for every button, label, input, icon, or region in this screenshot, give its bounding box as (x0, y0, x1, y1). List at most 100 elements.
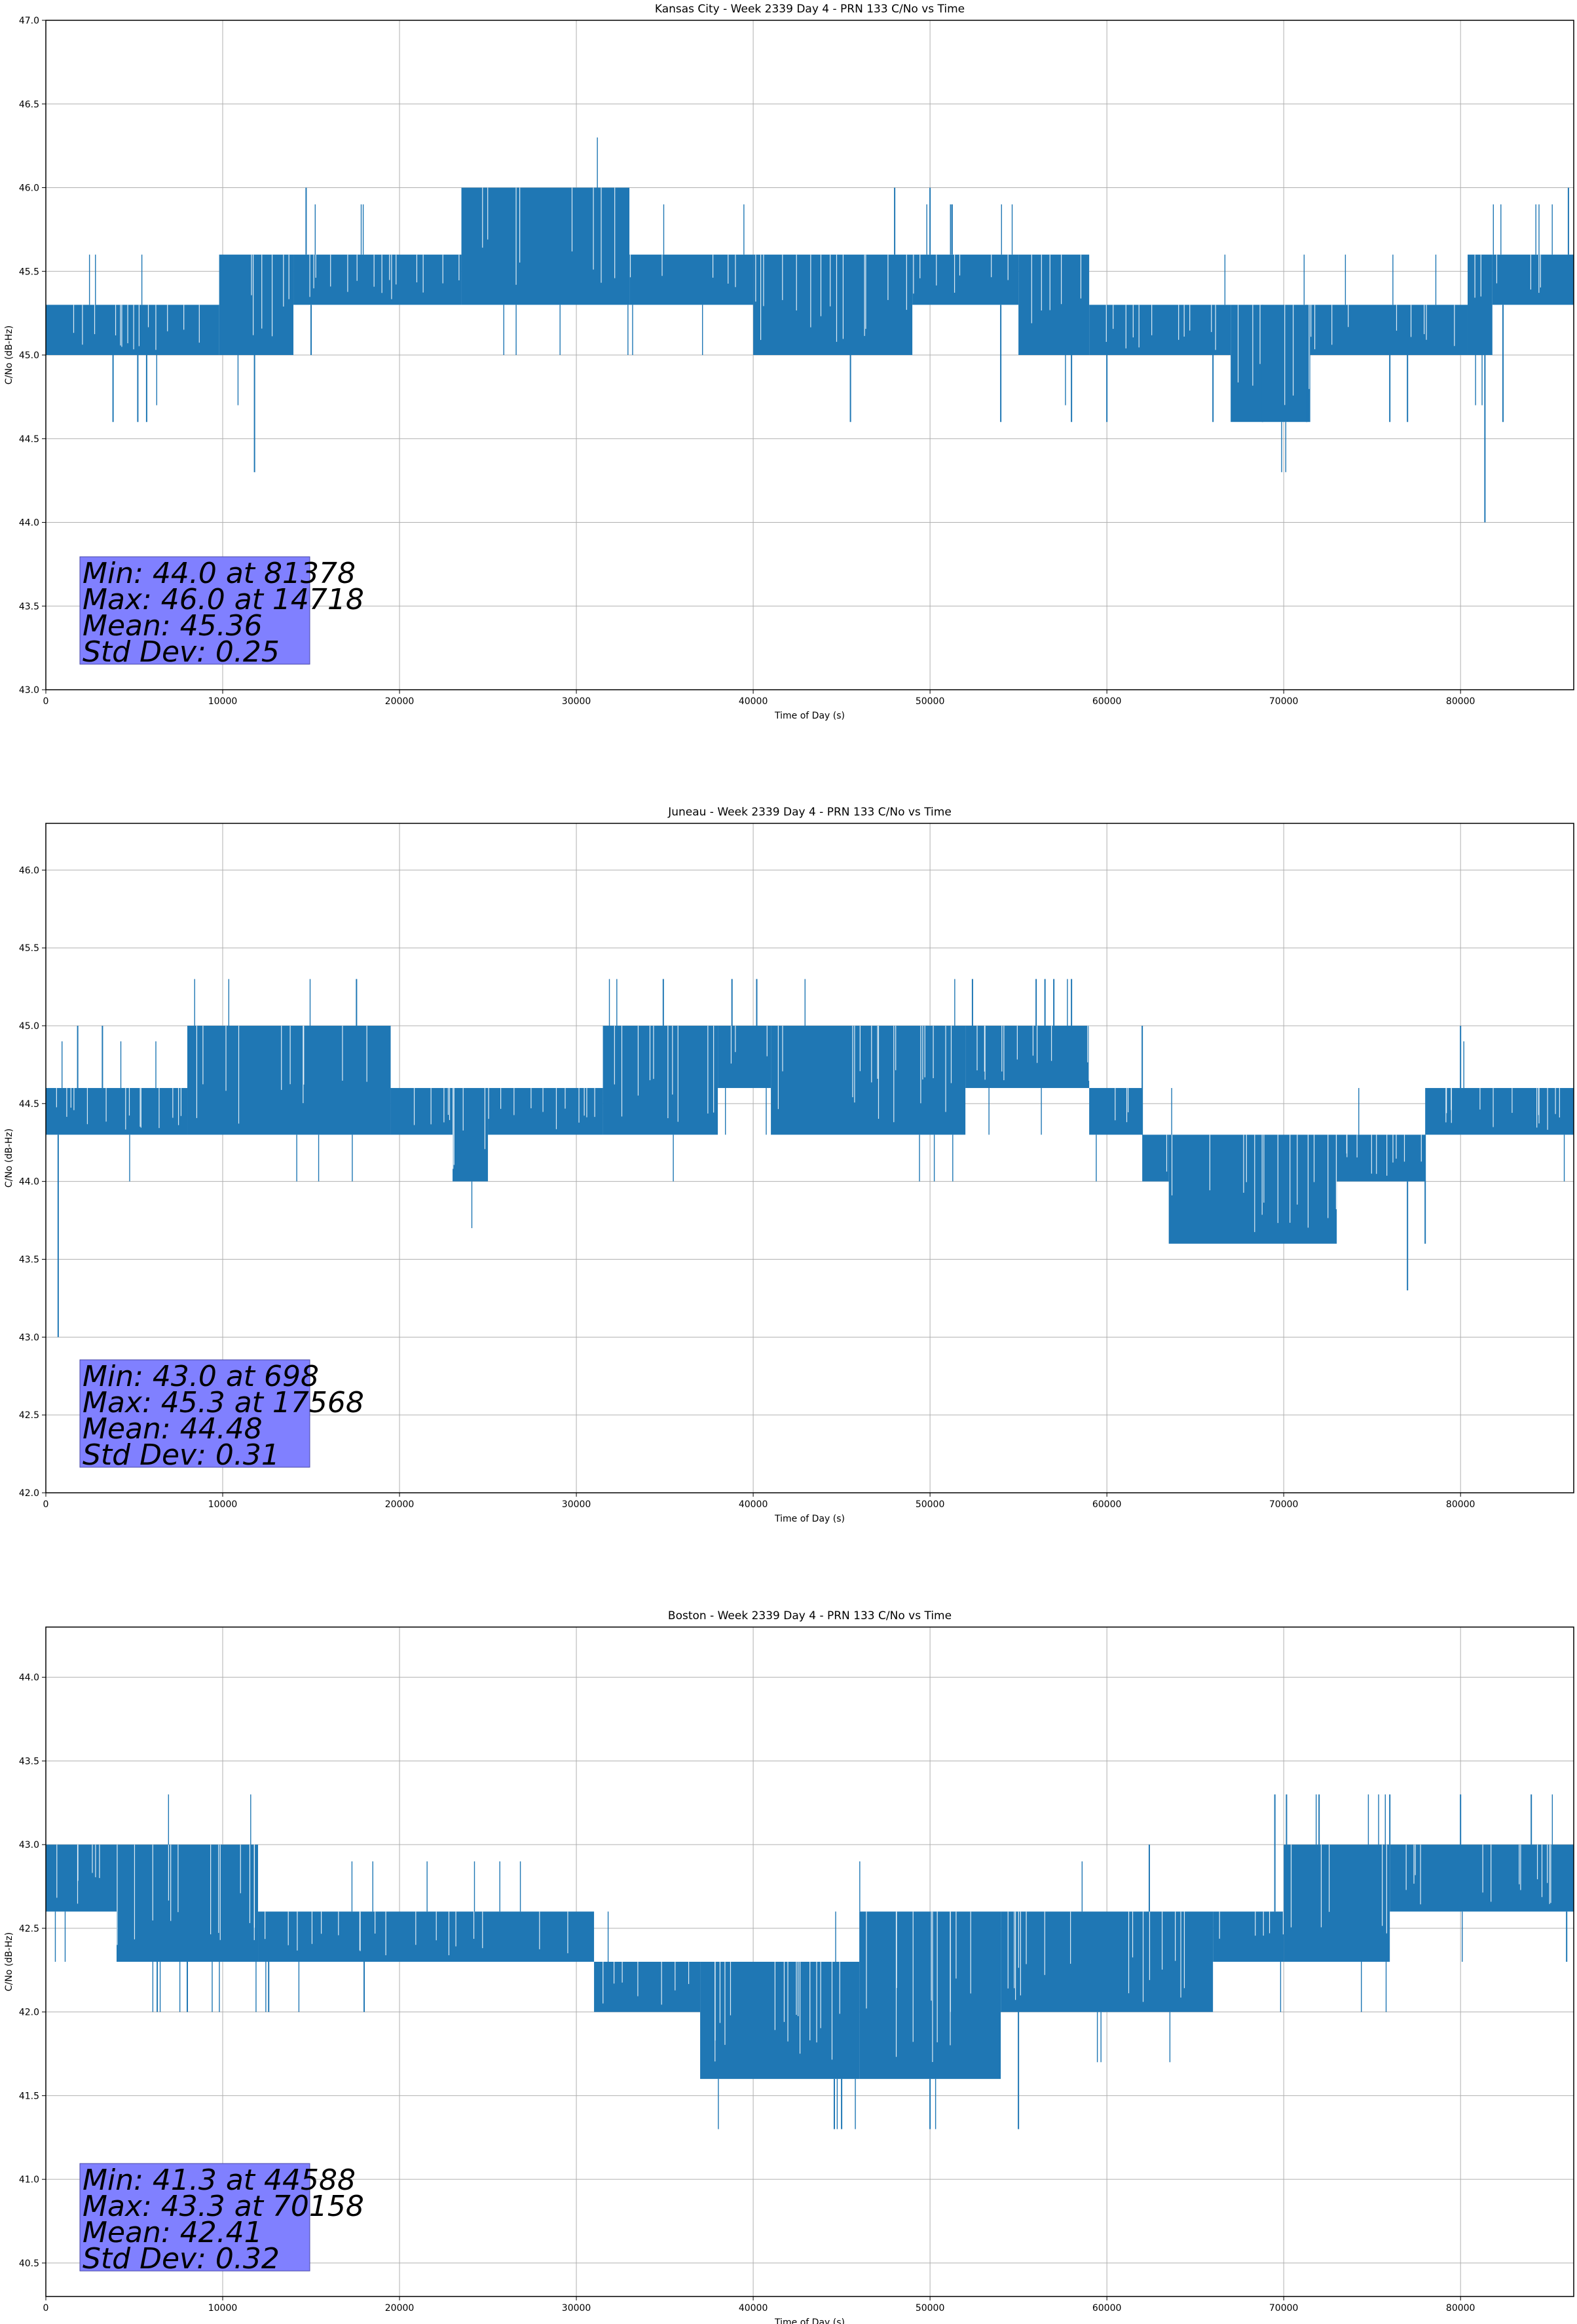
data-gap (225, 1025, 227, 1091)
x-tick-label: 60000 (1092, 2303, 1122, 2314)
data-gap (389, 254, 390, 280)
data-gap (453, 1088, 455, 1165)
data-gap (864, 254, 865, 336)
data-gap (950, 1025, 952, 1083)
data-gap (1284, 305, 1286, 405)
data-gap (871, 1025, 872, 1083)
data-gap (1001, 1025, 1003, 1072)
data-gap (1479, 1088, 1481, 1110)
data-gap (56, 1845, 58, 1898)
data-gap (760, 254, 762, 340)
data-gap (567, 1911, 568, 1953)
data-gap (854, 1025, 855, 1103)
data-band (603, 1025, 718, 1135)
data-gap (1550, 1845, 1551, 1903)
data-band (293, 254, 462, 305)
data-gap (1559, 1088, 1560, 1118)
data-gap (1547, 1088, 1548, 1130)
data-gap (167, 305, 168, 331)
data-band (965, 1025, 1090, 1089)
data-gap (1474, 254, 1475, 298)
data-gap (170, 1845, 172, 1921)
data-gap (1308, 305, 1310, 389)
data-gap (1166, 1134, 1168, 1172)
y-tick-label: 43.5 (19, 601, 39, 612)
data-gap (1346, 1134, 1347, 1153)
data-gap (455, 1911, 456, 1947)
data-band (1213, 1911, 1284, 1962)
data-band (1337, 1134, 1426, 1182)
data-gap (614, 187, 616, 278)
data-gap (1243, 1134, 1244, 1193)
data-gap (121, 305, 122, 347)
data-gap (787, 1962, 788, 2042)
data-gap (895, 1911, 897, 2057)
y-axis-label: C/No (dB-Hz) (4, 326, 14, 384)
stats-std: Std Dev: 0.31 (83, 1438, 280, 1472)
x-tick-label: 40000 (739, 1499, 768, 1510)
data-band (46, 1845, 117, 1912)
data-gap (922, 1025, 923, 1080)
y-tick-label: 43.0 (19, 1840, 39, 1850)
data-gap (82, 305, 83, 345)
data-gap (77, 1845, 79, 1904)
data-gap (614, 1025, 615, 1085)
data-gap (714, 1962, 716, 2062)
data-gap (584, 1088, 585, 1116)
plot-frame (45, 1626, 1574, 2297)
data-gap (954, 254, 955, 293)
x-tick-label: 10000 (208, 2303, 238, 2314)
x-tick-label: 10000 (208, 1499, 238, 1510)
data-gap (482, 187, 483, 248)
stats-mean: Mean: 42.41 (83, 2216, 263, 2249)
data-gap (447, 1088, 449, 1115)
y-tick-label: 44.0 (19, 1673, 39, 1683)
data-gap (86, 1088, 88, 1125)
data-gap (1415, 1845, 1416, 1875)
data-gap (1132, 305, 1134, 338)
data-gap (391, 254, 392, 299)
data-gap (147, 305, 149, 328)
data-gap (622, 1962, 623, 1983)
y-tick-label: 40.5 (19, 2258, 39, 2269)
data-gap (1183, 1911, 1185, 1989)
data-gap (895, 1025, 897, 1070)
data-gap (730, 1962, 732, 2015)
data-gap (1215, 305, 1216, 350)
data-gap (430, 1088, 432, 1125)
stats-box (79, 2163, 310, 2272)
plot-frame (45, 823, 1574, 1493)
data-gap (730, 1025, 732, 1064)
data-gap (1261, 1134, 1263, 1215)
panel-0: Kansas City - Week 2339 Day 4 - PRN 133 … (4, 3, 1574, 721)
data-gap (1070, 1911, 1071, 1964)
data-gap (177, 1845, 179, 1913)
data-gap (128, 1088, 130, 1116)
x-tick-label: 60000 (1092, 696, 1122, 707)
data-gap (578, 1088, 580, 1123)
data-gap (950, 1911, 951, 2012)
data-gap (1538, 254, 1540, 293)
data-gap (1132, 1911, 1134, 1958)
data-gap (920, 1025, 921, 1104)
y-tick-label: 44.0 (19, 1177, 39, 1188)
data-gap (1538, 1088, 1540, 1124)
data-gap (865, 254, 866, 329)
chart-title: Boston - Week 2339 Day 4 - PRN 133 C/No … (668, 1609, 952, 1622)
data-gap (755, 254, 756, 302)
data-gap (777, 1025, 779, 1110)
data-gap (66, 1088, 67, 1117)
data-gap (1003, 1025, 1005, 1081)
stats-mean: Mean: 44.48 (83, 1412, 263, 1446)
y-tick-label: 44.5 (19, 1099, 39, 1110)
data-gap (1180, 1911, 1181, 1998)
y-tick-label: 43.0 (19, 1332, 39, 1343)
data-gap (219, 1845, 221, 1940)
x-tick-label: 50000 (916, 2303, 945, 2314)
data-gap (56, 1088, 57, 1108)
data-gap (707, 1025, 709, 1114)
data-gap (530, 1088, 532, 1108)
data-gap (912, 1911, 914, 2042)
data-band (753, 254, 913, 355)
data-gap (1088, 1025, 1090, 1081)
